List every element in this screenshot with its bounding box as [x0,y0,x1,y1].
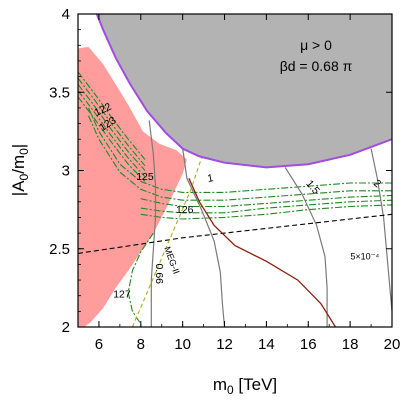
higgs-contour-0 [78,71,146,160]
dark-red-contour [188,178,337,327]
higgs-mass-contours [78,71,392,325]
boundary-purple-line [95,14,392,169]
higgs-contour-9 [140,204,392,220]
higgs-contour-3 [78,90,146,178]
x-tick-label: 14 [258,336,275,353]
black-dashed-contour [78,213,392,254]
y-axis-title: |A0/m0| [9,144,31,196]
y-axis-ticks: 2 2.5 3 3.5 4 [49,6,392,336]
y-tick-label: 3.5 [49,84,70,101]
higgs-contour-1 [78,77,146,167]
annotation-mu: μ > 0 [300,37,332,53]
gray-label-1: 1 [206,172,214,185]
x-tick-label: 18 [342,336,359,353]
gray-contour-2 [284,167,328,327]
higgs-contour-5 [87,107,392,193]
higgs-label-125: 125 [136,171,154,183]
higgs-label-126: 126 [176,204,194,216]
x-tick-label: 10 [174,336,191,353]
higgs-contour-7 [140,194,392,208]
higgs-contour-4 [78,96,146,182]
gray-contours [148,120,392,327]
y-tick-label: 2 [62,319,70,336]
x-tick-label: 20 [384,336,401,353]
x-tick-label: 16 [300,336,317,353]
x-axis-title: m0 [TeV] [213,375,277,397]
gray-contour-3 [370,148,392,312]
meg-ii-line [131,157,203,327]
gray-label-15: 1.5 [303,178,322,197]
x-tick-label: 8 [137,336,145,353]
y-tick-label: 4 [62,6,70,23]
gray-label-066: 0.66 [153,264,165,285]
x-tick-label: 12 [216,336,233,353]
gray-contour-0 [148,120,157,327]
gray-label-2: 2 [371,177,383,190]
gray-contour-1 [182,148,226,327]
higgs-contour-8 [140,199,392,214]
excluded-region-red [78,46,187,327]
x-axis-ticks: 6 8 10 12 14 16 18 20 [77,14,401,353]
excluded-region-gray [96,14,392,168]
y-tick-label: 3 [62,163,70,180]
higgs-contour-2 [78,84,146,171]
higgs-label-127: 127 [113,288,131,300]
red-contour-label: 5×10⁻⁴ [350,252,379,262]
y-tick-label: 2.5 [49,241,70,258]
higgs-contour-10 [127,232,154,325]
higgs-contour-6 [87,115,392,201]
annotation-beta: βd = 0.68 π [280,58,353,74]
x-tick-label: 6 [95,336,103,353]
